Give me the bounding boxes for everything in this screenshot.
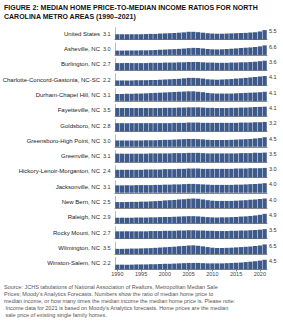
svg-text:sale price of existing single: sale price of existing single family hom… bbox=[4, 312, 107, 318]
svg-text:4.1: 4.1 bbox=[269, 90, 277, 96]
svg-text:5.5: 5.5 bbox=[269, 28, 277, 34]
svg-text:Greenville, NC: Greenville, NC bbox=[61, 153, 101, 159]
svg-text:6.5: 6.5 bbox=[269, 243, 277, 249]
svg-text:3.6: 3.6 bbox=[269, 59, 277, 65]
svg-text:1990: 1990 bbox=[111, 271, 123, 277]
svg-text:2.2: 2.2 bbox=[103, 260, 111, 266]
svg-text:2005: 2005 bbox=[183, 271, 195, 277]
svg-text:3.1: 3.1 bbox=[103, 92, 111, 98]
svg-text:2.7: 2.7 bbox=[103, 61, 111, 67]
svg-text:Income data for 2021 is based: Income data for 2021 is based on Moody's… bbox=[4, 305, 228, 311]
svg-text:3.5: 3.5 bbox=[103, 245, 111, 251]
svg-text:Charlotte-Concord-Gastonia, NC: Charlotte-Concord-Gastonia, NC-SC bbox=[3, 77, 101, 83]
svg-text:Goldsboro, NC: Goldsboro, NC bbox=[60, 123, 100, 129]
svg-text:3.5: 3.5 bbox=[269, 151, 277, 157]
svg-text:United States: United States bbox=[64, 31, 100, 37]
svg-text:CAROLINA METRO AREAS (1990–202: CAROLINA METRO AREAS (1990–2021) bbox=[4, 13, 136, 21]
svg-text:2000: 2000 bbox=[159, 271, 171, 277]
svg-text:3.0: 3.0 bbox=[103, 46, 111, 52]
svg-text:3.5: 3.5 bbox=[269, 227, 277, 233]
svg-text:New Bern, NC: New Bern, NC bbox=[62, 199, 101, 205]
svg-text:2020: 2020 bbox=[254, 271, 266, 277]
svg-text:Hickory-Lenoir-Morganton, NC: Hickory-Lenoir-Morganton, NC bbox=[19, 168, 101, 174]
svg-text:Wilmington, NC: Wilmington, NC bbox=[58, 245, 100, 251]
svg-text:Rocky Mount, NC: Rocky Mount, NC bbox=[53, 230, 101, 236]
svg-text:3.5: 3.5 bbox=[103, 107, 111, 113]
svg-text:Source: JCHS tabulations of Na: Source: JCHS tabulations of National Ass… bbox=[4, 284, 219, 290]
svg-text:2.4: 2.4 bbox=[103, 168, 111, 174]
svg-text:Durham-Chapel Hill, NC: Durham-Chapel Hill, NC bbox=[36, 92, 101, 98]
svg-text:median income, or how many tim: median income, or how many times the med… bbox=[4, 298, 236, 304]
svg-text:2.2: 2.2 bbox=[103, 77, 111, 83]
svg-text:3.1: 3.1 bbox=[103, 184, 111, 190]
svg-text:2.5: 2.5 bbox=[103, 199, 111, 205]
svg-text:1995: 1995 bbox=[135, 271, 147, 277]
svg-text:4.1: 4.1 bbox=[269, 105, 277, 111]
svg-text:4.1: 4.1 bbox=[269, 74, 277, 80]
svg-text:Jacksonville, NC: Jacksonville, NC bbox=[56, 184, 101, 190]
svg-text:6.6: 6.6 bbox=[269, 44, 277, 50]
svg-text:4.5: 4.5 bbox=[269, 136, 277, 142]
svg-text:Prices; Moody's Analytics Fore: Prices; Moody's Analytics Forecasts. Num… bbox=[4, 291, 215, 297]
svg-text:2.8: 2.8 bbox=[103, 123, 111, 129]
svg-text:4.0: 4.0 bbox=[269, 181, 277, 187]
svg-text:3.2: 3.2 bbox=[269, 120, 277, 126]
svg-text:4.9: 4.9 bbox=[269, 212, 277, 218]
svg-text:2015: 2015 bbox=[230, 271, 242, 277]
svg-text:Winston-Salem, NC: Winston-Salem, NC bbox=[47, 260, 100, 266]
svg-text:Asheville, NC: Asheville, NC bbox=[64, 46, 101, 52]
svg-text:4.5: 4.5 bbox=[269, 258, 277, 264]
svg-text:3.0: 3.0 bbox=[269, 166, 277, 172]
svg-text:Burlington, NC: Burlington, NC bbox=[61, 61, 101, 67]
svg-text:3.1: 3.1 bbox=[103, 31, 111, 37]
svg-text:2010: 2010 bbox=[206, 271, 218, 277]
svg-text:2.9: 2.9 bbox=[103, 214, 111, 220]
svg-text:FIGURE 2: MEDIAN HOME PRICE-TO: FIGURE 2: MEDIAN HOME PRICE-TO-MEDIAN IN… bbox=[4, 4, 260, 11]
svg-text:2.7: 2.7 bbox=[103, 230, 111, 236]
svg-text:Greensboro-High Point, NC: Greensboro-High Point, NC bbox=[27, 138, 101, 144]
svg-text:3.0: 3.0 bbox=[103, 138, 111, 144]
svg-text:3.1: 3.1 bbox=[103, 153, 111, 159]
svg-text:4.0: 4.0 bbox=[269, 197, 277, 203]
svg-text:Fayetteville, NC: Fayetteville, NC bbox=[58, 107, 101, 113]
svg-text:Raleigh, NC: Raleigh, NC bbox=[68, 214, 101, 220]
